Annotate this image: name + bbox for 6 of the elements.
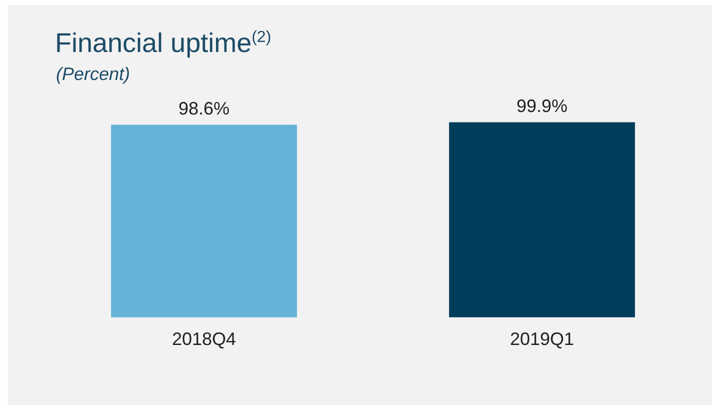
x-tick-label: 2019Q1: [510, 329, 574, 350]
chart-subtitle: (Percent): [56, 64, 130, 85]
data-label: 98.6%: [178, 98, 230, 119]
chart-title: Financial uptime$^{(2)}$: [55, 28, 272, 59]
data-label: 99.9%: [516, 96, 568, 116]
x-tick-label: 2018Q4: [172, 329, 236, 350]
